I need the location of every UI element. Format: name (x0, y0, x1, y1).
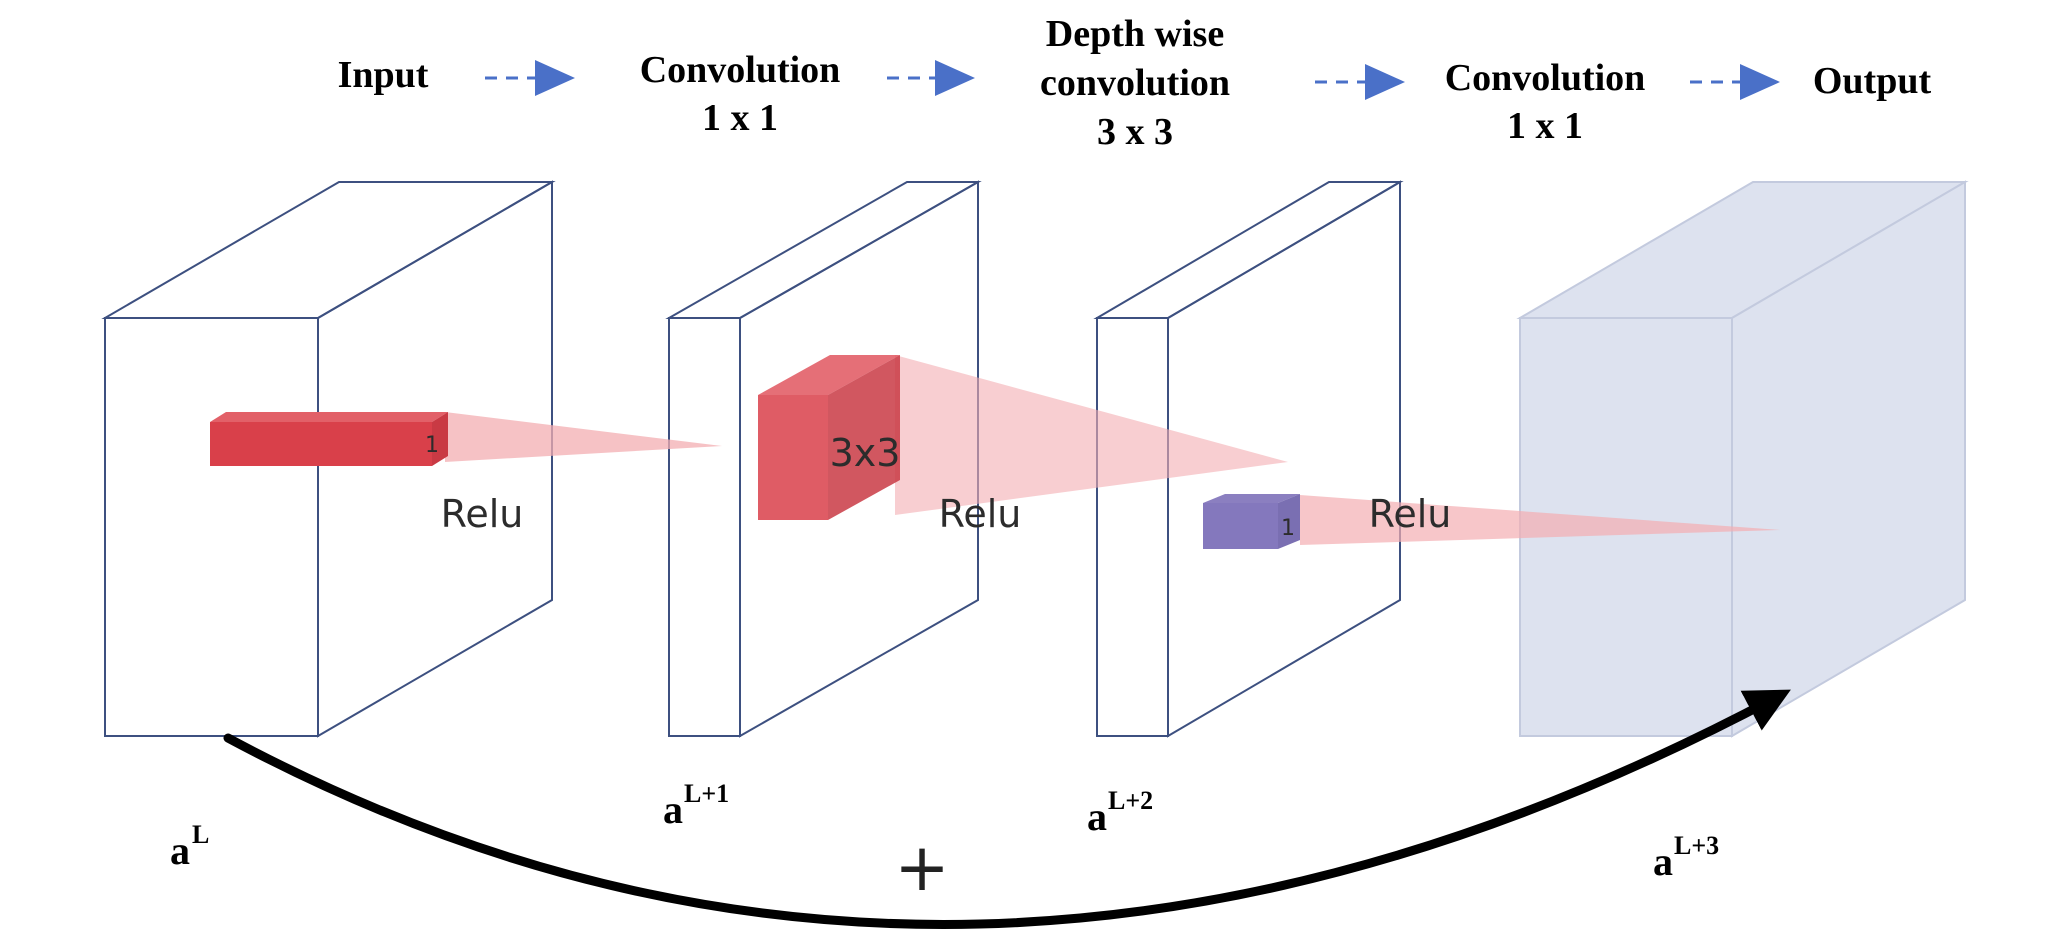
activation-a-L2-base: a (1087, 794, 1107, 839)
conv1-kernel-front (758, 395, 828, 520)
depthwise-kernel-top (1203, 494, 1300, 503)
activation-a-L3: a L+3 (1653, 831, 1719, 884)
skip-connection-arrow (223, 689, 1791, 929)
input-kernel: 1 (210, 412, 448, 466)
activation-a-L1-sup: L+1 (684, 779, 729, 808)
depthwise-kernel: 1 (1203, 494, 1300, 549)
stage-input-label: Input (338, 54, 429, 96)
input-block (101, 180, 556, 738)
input-kernel-top (210, 412, 448, 422)
stage-conv2-label-line2: 1 x 1 (1507, 105, 1583, 147)
projection-cone-1 (445, 412, 722, 462)
activation-a-L3-sup: L+3 (1674, 831, 1719, 860)
conv1-kernel-top (758, 355, 900, 395)
conv1-block-top (665, 181, 982, 319)
skip-plus-symbol: + (894, 829, 949, 906)
activation-a-L-sup: L (192, 820, 209, 849)
activation-a-L-base: a (170, 828, 190, 873)
input-relu-label: Relu (441, 492, 524, 536)
stage-header: Input Convolution 1 x 1 Depth wise convo… (338, 13, 1932, 153)
depthwise-kernel-front (1203, 503, 1278, 549)
depthwise-block-top (1093, 181, 1404, 319)
depthwise-block (1093, 180, 1404, 738)
stage-conv1-label-line1: Convolution (640, 49, 841, 91)
output-block (1516, 180, 1969, 738)
conv1-kernel-side (828, 355, 900, 520)
depthwise-relu-label: Relu (1369, 492, 1452, 536)
activation-a-L2-sup: L+2 (1108, 786, 1153, 815)
conv1-block (665, 180, 982, 738)
input-block-front (104, 317, 319, 737)
depthwise-kernel-size-label: 1 (1281, 516, 1295, 541)
input-kernel-size-label: 1 (425, 433, 439, 458)
stage-arrow-3 (1315, 64, 1405, 100)
stage-output-label: Output (1813, 60, 1932, 102)
input-kernel-front (210, 422, 432, 466)
projection-cone-2 (895, 355, 1288, 515)
conv1-block-front (668, 317, 741, 737)
conv1-kernel-cube: 3x3 (758, 355, 900, 520)
input-block-top (101, 181, 556, 319)
depthwise-block-front (1096, 317, 1169, 737)
activation-a-L2: a L+2 (1087, 786, 1153, 839)
stage-conv2-label-line1: Convolution (1445, 57, 1646, 99)
stage-depthwise-label-line2: convolution (1040, 62, 1230, 104)
activation-a-L: a L (170, 820, 209, 873)
stage-arrow-4 (1690, 64, 1780, 100)
stage-conv1-label-line2: 1 x 1 (702, 97, 778, 139)
conv1-kernel-label: 3x3 (830, 431, 901, 475)
stage-arrow-1 (485, 60, 575, 96)
activation-a-L1-base: a (663, 787, 683, 832)
depthwise-kernel-side (1278, 494, 1300, 549)
activation-a-L3-base: a (1653, 839, 1673, 884)
stage-arrow-2 (887, 60, 975, 96)
projection-cone-3 (1300, 495, 1780, 545)
conv1-relu-label: Relu (939, 492, 1022, 536)
stage-depthwise-label-line3: 3 x 3 (1097, 111, 1173, 153)
stage-depthwise-label-line1: Depth wise (1046, 13, 1224, 55)
activation-a-L1: a L+1 (663, 779, 729, 832)
input-kernel-side (432, 412, 448, 466)
